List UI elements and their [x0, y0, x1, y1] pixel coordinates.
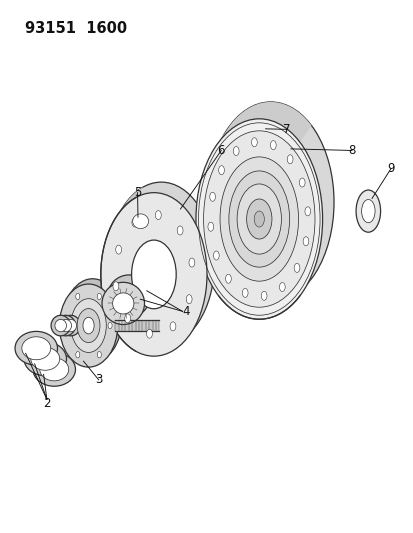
Ellipse shape	[31, 348, 59, 370]
Ellipse shape	[132, 214, 148, 229]
Ellipse shape	[209, 192, 215, 201]
Ellipse shape	[188, 258, 195, 267]
Ellipse shape	[59, 284, 117, 367]
Text: 8: 8	[347, 144, 355, 157]
Ellipse shape	[261, 292, 266, 300]
Polygon shape	[115, 320, 159, 331]
Ellipse shape	[219, 157, 298, 281]
Text: 4: 4	[183, 305, 190, 318]
Ellipse shape	[213, 251, 218, 260]
Text: 6: 6	[217, 144, 225, 157]
Ellipse shape	[124, 314, 130, 323]
Polygon shape	[101, 187, 143, 351]
Ellipse shape	[177, 226, 183, 235]
Ellipse shape	[207, 222, 213, 231]
Ellipse shape	[56, 316, 75, 336]
Ellipse shape	[33, 352, 75, 386]
Ellipse shape	[203, 131, 314, 307]
Ellipse shape	[112, 293, 133, 314]
Ellipse shape	[97, 352, 101, 358]
Ellipse shape	[100, 192, 206, 356]
Ellipse shape	[131, 240, 176, 309]
Ellipse shape	[102, 282, 144, 325]
Ellipse shape	[294, 263, 299, 272]
Ellipse shape	[225, 274, 231, 283]
Ellipse shape	[40, 358, 69, 381]
Text: 3: 3	[95, 374, 102, 386]
Ellipse shape	[77, 309, 100, 343]
Ellipse shape	[97, 293, 101, 300]
Ellipse shape	[116, 245, 121, 254]
Text: 5: 5	[133, 186, 141, 199]
Ellipse shape	[361, 199, 374, 223]
Ellipse shape	[302, 237, 308, 246]
Ellipse shape	[71, 298, 106, 352]
Ellipse shape	[270, 141, 275, 150]
Text: 93151  1600: 93151 1600	[25, 21, 127, 36]
Ellipse shape	[132, 218, 138, 227]
Text: 2: 2	[43, 397, 50, 410]
Ellipse shape	[207, 102, 333, 302]
Ellipse shape	[76, 293, 80, 300]
Polygon shape	[218, 279, 311, 319]
Ellipse shape	[254, 211, 264, 227]
Ellipse shape	[22, 337, 50, 360]
Ellipse shape	[60, 319, 71, 332]
Ellipse shape	[15, 332, 57, 365]
Polygon shape	[218, 102, 311, 142]
Ellipse shape	[218, 166, 224, 175]
Text: 7: 7	[282, 123, 290, 136]
Ellipse shape	[279, 282, 285, 292]
Ellipse shape	[24, 342, 66, 376]
Ellipse shape	[61, 316, 80, 336]
Ellipse shape	[251, 138, 256, 147]
Ellipse shape	[287, 155, 292, 164]
Ellipse shape	[83, 317, 94, 334]
Ellipse shape	[228, 171, 289, 267]
Ellipse shape	[76, 352, 80, 358]
Ellipse shape	[65, 319, 76, 332]
Ellipse shape	[146, 329, 152, 338]
Ellipse shape	[108, 182, 214, 345]
Ellipse shape	[63, 279, 121, 362]
Text: 9: 9	[386, 163, 394, 175]
Ellipse shape	[113, 282, 119, 291]
Ellipse shape	[65, 322, 69, 329]
Ellipse shape	[51, 316, 70, 336]
Ellipse shape	[195, 119, 322, 319]
Ellipse shape	[237, 184, 281, 254]
Ellipse shape	[108, 322, 112, 329]
Ellipse shape	[55, 319, 66, 332]
Ellipse shape	[170, 322, 176, 331]
Ellipse shape	[246, 199, 271, 239]
Ellipse shape	[299, 178, 304, 187]
Ellipse shape	[107, 275, 150, 317]
Ellipse shape	[155, 211, 161, 220]
Ellipse shape	[304, 207, 310, 216]
Ellipse shape	[242, 288, 247, 297]
Ellipse shape	[186, 295, 192, 304]
Ellipse shape	[233, 147, 238, 156]
Ellipse shape	[355, 190, 380, 232]
